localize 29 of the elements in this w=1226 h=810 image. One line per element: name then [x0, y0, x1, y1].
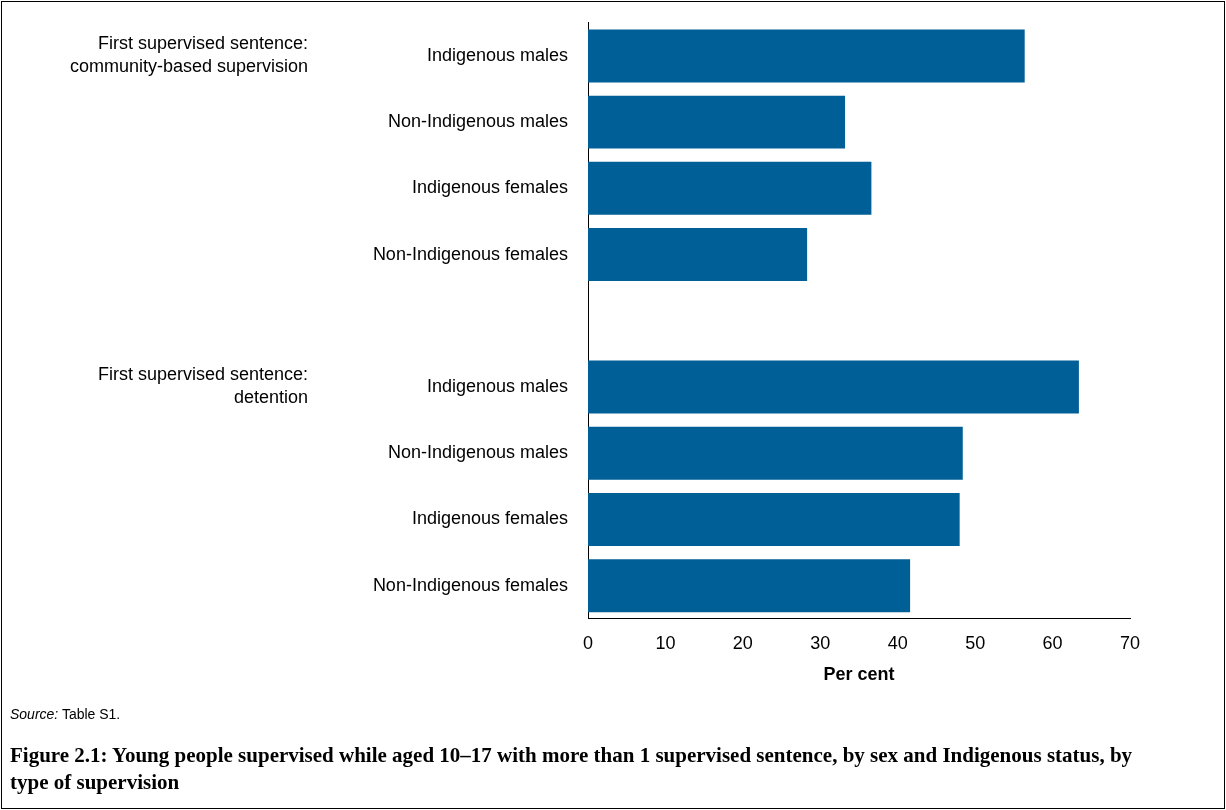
- x-tick-label: 60: [1042, 632, 1063, 653]
- y-tick-label: Indigenous males: [426, 44, 568, 65]
- x-axis-title: Per cent: [823, 664, 895, 685]
- text: Figure 2.1: Young people supervised while aged 10–17 with more than 1 supervised sentence, by sex and Indigenous status, by type of supervision: [10, 742, 1134, 796]
- x-tick-label: 0: [582, 632, 594, 653]
- y-tick-label: Indigenous males: [426, 375, 568, 396]
- source-note: Source: Table S1.: [10, 706, 121, 722]
- x-tick-label: 70: [1119, 632, 1141, 653]
- bar: [588, 426, 963, 480]
- text: First supervised sentence: community-based supervision: [69, 32, 308, 76]
- x-tick-label: 50: [965, 632, 986, 653]
- bar: [588, 492, 960, 546]
- text: First supervised sentence: detention: [97, 363, 308, 407]
- x-tick-label: 40: [887, 632, 908, 653]
- bar: [588, 228, 808, 282]
- x-tick-label: 10: [655, 632, 676, 653]
- y-tick-label: Non-Indigenous males: [387, 111, 568, 132]
- x-tick-label: 30: [810, 632, 831, 653]
- y-tick-label: Non-Indigenous females: [372, 574, 568, 595]
- y-tick-label: Indigenous females: [411, 177, 568, 198]
- bar: [588, 95, 846, 149]
- y-tick-label: Non-Indigenous females: [372, 243, 568, 264]
- y-tick-label: Non-Indigenous males: [387, 442, 568, 463]
- bar: [588, 29, 1025, 83]
- bar: [588, 161, 872, 215]
- x-tick-label: 20: [732, 632, 753, 653]
- bar: [588, 360, 1079, 414]
- bar: [588, 559, 911, 613]
- y-tick-label: Indigenous females: [411, 508, 568, 529]
